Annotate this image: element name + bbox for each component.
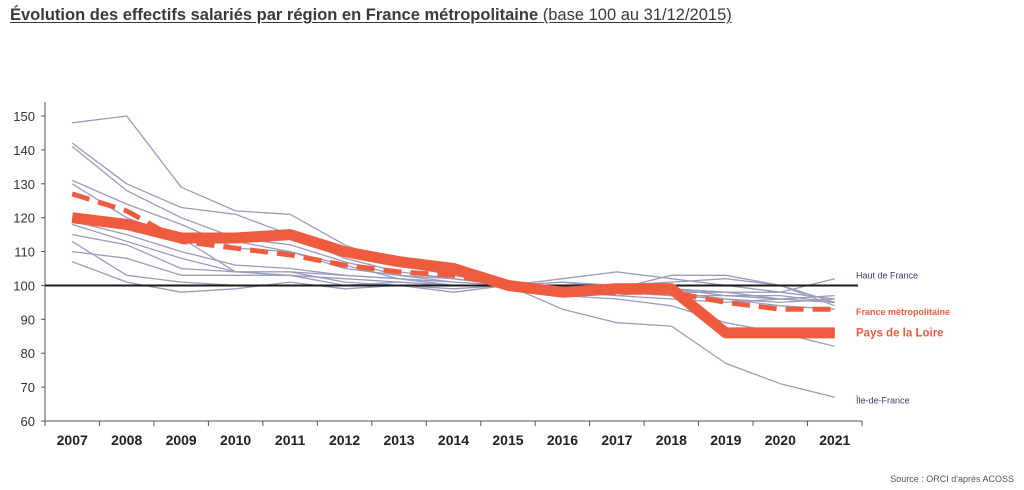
y-tick-label: 110 <box>14 245 35 260</box>
chart-title: Évolution des effectifs salariés par rég… <box>10 6 732 25</box>
x-tick-label: 2018 <box>656 432 687 448</box>
x-tick-label: 2019 <box>710 432 741 448</box>
x-tick-label: 2015 <box>492 432 523 448</box>
x-tick-label: 2007 <box>57 432 88 448</box>
y-tick-label: 150 <box>13 109 35 124</box>
x-tick-label: 2012 <box>329 432 360 448</box>
y-tick-label: 130 <box>13 177 35 192</box>
series-end-label: Île-de-France <box>855 395 910 405</box>
x-tick-label: 2009 <box>166 432 197 448</box>
x-tick-label: 2014 <box>438 432 469 448</box>
chart-title-main: Évolution des effectifs salariés par rég… <box>10 6 539 24</box>
series-end-label: Pays de la Loire <box>856 328 944 340</box>
series-end-label: Haut de France <box>856 271 918 281</box>
chart-title-subtitle: (base 100 au 31/12/2015) <box>542 6 732 24</box>
source-note: Source : ORCI d'après ACOSS <box>890 474 1014 484</box>
region-series-line <box>71 145 835 300</box>
france-metropolitaine-line <box>71 191 835 312</box>
x-tick-label: 2008 <box>111 432 142 448</box>
x-tick-label: 2013 <box>383 432 414 448</box>
pays-de-la-loire-line <box>71 212 835 339</box>
y-tick-label: 100 <box>13 278 35 293</box>
y-tick-label: 70 <box>21 380 35 395</box>
region-series-line <box>72 233 835 304</box>
y-tick-label: 90 <box>21 312 35 327</box>
x-tick-label: 2010 <box>220 432 251 448</box>
x-tick-label: 2011 <box>275 432 306 448</box>
y-tick-label: 60 <box>21 414 35 429</box>
x-tick-label: 2021 <box>819 432 850 448</box>
y-tick-label: 120 <box>13 211 35 226</box>
x-tick-label: 2016 <box>547 432 578 448</box>
series-end-label: France métropolitaine <box>856 307 950 317</box>
y-tick-label: 140 <box>13 143 35 158</box>
x-tick-label: 2020 <box>765 432 796 448</box>
x-tick-label: 2017 <box>601 432 632 448</box>
region-series-line <box>72 115 835 348</box>
y-tick-label: 80 <box>21 346 35 361</box>
